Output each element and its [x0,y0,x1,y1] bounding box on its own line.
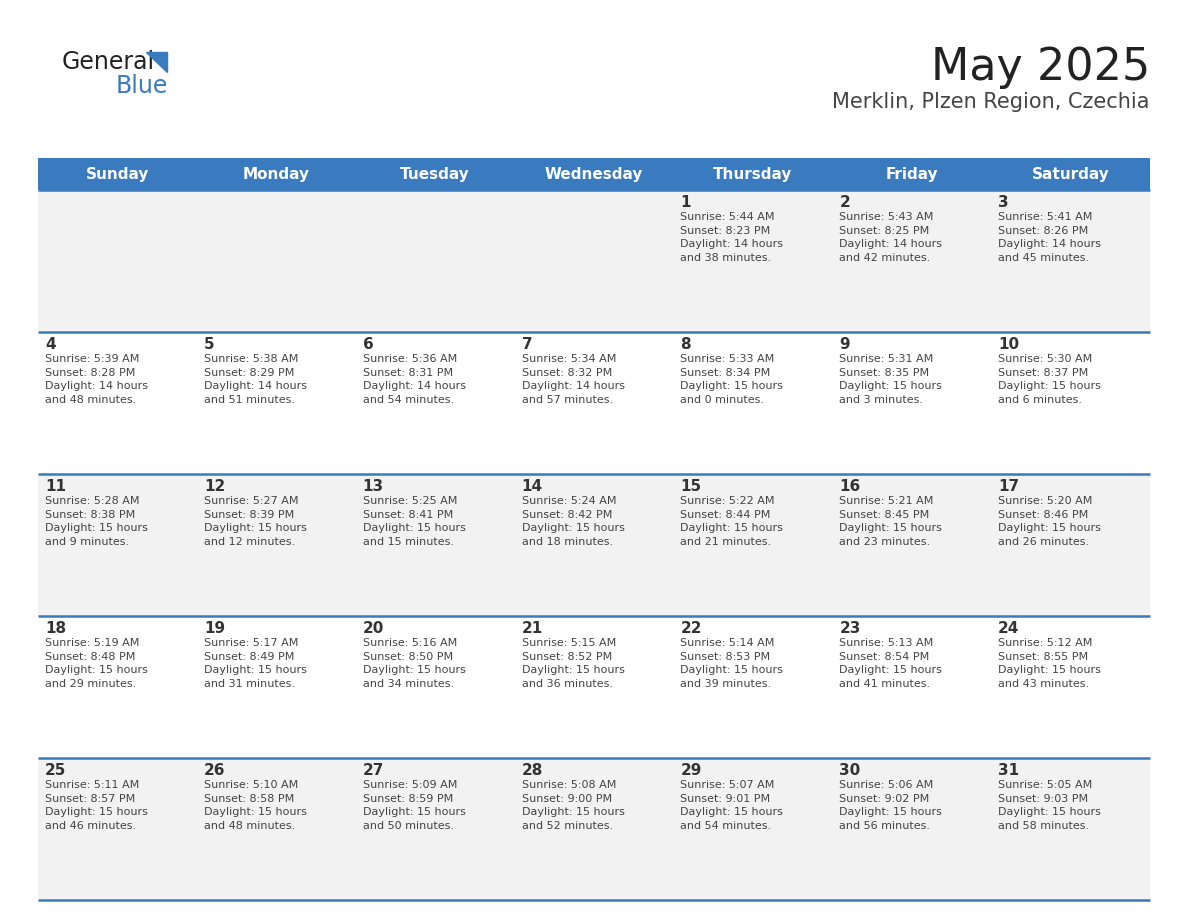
Text: Sunrise: 5:17 AM
Sunset: 8:49 PM
Daylight: 15 hours
and 31 minutes.: Sunrise: 5:17 AM Sunset: 8:49 PM Dayligh… [204,638,307,688]
Text: 28: 28 [522,763,543,778]
Text: 15: 15 [681,479,702,494]
Text: 27: 27 [362,763,384,778]
Bar [38,158,197,190]
Text: 20: 20 [362,621,384,636]
Text: Blue: Blue [116,74,169,98]
Text: May 2025: May 2025 [930,46,1150,89]
Text: Sunrise: 5:44 AM
Sunset: 8:23 PM
Daylight: 14 hours
and 38 minutes.: Sunrise: 5:44 AM Sunset: 8:23 PM Dayligh… [681,212,783,263]
Bar [197,158,355,190]
Text: Sunrise: 5:43 AM
Sunset: 8:25 PM
Daylight: 14 hours
and 42 minutes.: Sunrise: 5:43 AM Sunset: 8:25 PM Dayligh… [839,212,942,263]
Text: 31: 31 [998,763,1019,778]
Text: 14: 14 [522,479,543,494]
Text: 13: 13 [362,479,384,494]
Text: 18: 18 [45,621,67,636]
Bar [991,158,1150,190]
Text: General: General [62,50,156,74]
Text: Sunrise: 5:10 AM
Sunset: 8:58 PM
Daylight: 15 hours
and 48 minutes.: Sunrise: 5:10 AM Sunset: 8:58 PM Dayligh… [204,780,307,831]
Text: Sunrise: 5:05 AM
Sunset: 9:03 PM
Daylight: 15 hours
and 58 minutes.: Sunrise: 5:05 AM Sunset: 9:03 PM Dayligh… [998,780,1101,831]
Text: Sunrise: 5:06 AM
Sunset: 9:02 PM
Daylight: 15 hours
and 56 minutes.: Sunrise: 5:06 AM Sunset: 9:02 PM Dayligh… [839,780,942,831]
Bar [38,616,1150,758]
Text: Sunrise: 5:08 AM
Sunset: 9:00 PM
Daylight: 15 hours
and 52 minutes.: Sunrise: 5:08 AM Sunset: 9:00 PM Dayligh… [522,780,625,831]
Text: Sunrise: 5:36 AM
Sunset: 8:31 PM
Daylight: 14 hours
and 54 minutes.: Sunrise: 5:36 AM Sunset: 8:31 PM Dayligh… [362,354,466,405]
Text: Sunrise: 5:22 AM
Sunset: 8:44 PM
Daylight: 15 hours
and 21 minutes.: Sunrise: 5:22 AM Sunset: 8:44 PM Dayligh… [681,496,783,547]
Text: Sunrise: 5:07 AM
Sunset: 9:01 PM
Daylight: 15 hours
and 54 minutes.: Sunrise: 5:07 AM Sunset: 9:01 PM Dayligh… [681,780,783,831]
Text: Sunrise: 5:28 AM
Sunset: 8:38 PM
Daylight: 15 hours
and 9 minutes.: Sunrise: 5:28 AM Sunset: 8:38 PM Dayligh… [45,496,147,547]
Text: Sunrise: 5:16 AM
Sunset: 8:50 PM
Daylight: 15 hours
and 34 minutes.: Sunrise: 5:16 AM Sunset: 8:50 PM Dayligh… [362,638,466,688]
Text: 26: 26 [204,763,226,778]
Text: Sunrise: 5:19 AM
Sunset: 8:48 PM
Daylight: 15 hours
and 29 minutes.: Sunrise: 5:19 AM Sunset: 8:48 PM Dayligh… [45,638,147,688]
Text: Merklin, Plzen Region, Czechia: Merklin, Plzen Region, Czechia [833,92,1150,112]
Text: 10: 10 [998,337,1019,352]
Text: Sunday: Sunday [86,166,150,182]
Text: Monday: Monday [242,166,310,182]
Text: 11: 11 [45,479,67,494]
Text: 12: 12 [204,479,225,494]
Text: 24: 24 [998,621,1019,636]
Text: Thursday: Thursday [713,166,792,182]
Text: 3: 3 [998,195,1009,210]
Text: 8: 8 [681,337,691,352]
Text: 5: 5 [204,337,215,352]
Text: Sunrise: 5:15 AM
Sunset: 8:52 PM
Daylight: 15 hours
and 36 minutes.: Sunrise: 5:15 AM Sunset: 8:52 PM Dayligh… [522,638,625,688]
Text: Sunrise: 5:25 AM
Sunset: 8:41 PM
Daylight: 15 hours
and 15 minutes.: Sunrise: 5:25 AM Sunset: 8:41 PM Dayligh… [362,496,466,547]
Text: Sunrise: 5:39 AM
Sunset: 8:28 PM
Daylight: 14 hours
and 48 minutes.: Sunrise: 5:39 AM Sunset: 8:28 PM Dayligh… [45,354,148,405]
Text: Saturday: Saturday [1031,166,1110,182]
Bar [38,190,1150,332]
Text: Sunrise: 5:21 AM
Sunset: 8:45 PM
Daylight: 15 hours
and 23 minutes.: Sunrise: 5:21 AM Sunset: 8:45 PM Dayligh… [839,496,942,547]
Text: 23: 23 [839,621,860,636]
Text: 17: 17 [998,479,1019,494]
Text: 21: 21 [522,621,543,636]
Text: Sunrise: 5:34 AM
Sunset: 8:32 PM
Daylight: 14 hours
and 57 minutes.: Sunrise: 5:34 AM Sunset: 8:32 PM Dayligh… [522,354,625,405]
Text: Sunrise: 5:20 AM
Sunset: 8:46 PM
Daylight: 15 hours
and 26 minutes.: Sunrise: 5:20 AM Sunset: 8:46 PM Dayligh… [998,496,1101,547]
Bar [674,158,833,190]
Text: 6: 6 [362,337,373,352]
Text: 25: 25 [45,763,67,778]
Text: 7: 7 [522,337,532,352]
Bar [514,158,674,190]
Text: 30: 30 [839,763,860,778]
Text: 16: 16 [839,479,860,494]
Text: 1: 1 [681,195,691,210]
Text: Sunrise: 5:24 AM
Sunset: 8:42 PM
Daylight: 15 hours
and 18 minutes.: Sunrise: 5:24 AM Sunset: 8:42 PM Dayligh… [522,496,625,547]
Text: Friday: Friday [885,166,939,182]
Text: Sunrise: 5:38 AM
Sunset: 8:29 PM
Daylight: 14 hours
and 51 minutes.: Sunrise: 5:38 AM Sunset: 8:29 PM Dayligh… [204,354,307,405]
Polygon shape [146,52,168,72]
Bar [38,758,1150,900]
Text: 2: 2 [839,195,851,210]
Text: Sunrise: 5:13 AM
Sunset: 8:54 PM
Daylight: 15 hours
and 41 minutes.: Sunrise: 5:13 AM Sunset: 8:54 PM Dayligh… [839,638,942,688]
Text: Sunrise: 5:09 AM
Sunset: 8:59 PM
Daylight: 15 hours
and 50 minutes.: Sunrise: 5:09 AM Sunset: 8:59 PM Dayligh… [362,780,466,831]
Text: 19: 19 [204,621,225,636]
Bar [833,158,991,190]
Bar [38,474,1150,616]
Text: Sunrise: 5:30 AM
Sunset: 8:37 PM
Daylight: 15 hours
and 6 minutes.: Sunrise: 5:30 AM Sunset: 8:37 PM Dayligh… [998,354,1101,405]
Text: 29: 29 [681,763,702,778]
Text: 22: 22 [681,621,702,636]
Text: Sunrise: 5:11 AM
Sunset: 8:57 PM
Daylight: 15 hours
and 46 minutes.: Sunrise: 5:11 AM Sunset: 8:57 PM Dayligh… [45,780,147,831]
Text: Sunrise: 5:27 AM
Sunset: 8:39 PM
Daylight: 15 hours
and 12 minutes.: Sunrise: 5:27 AM Sunset: 8:39 PM Dayligh… [204,496,307,547]
Bar [38,332,1150,474]
Text: Tuesday: Tuesday [400,166,470,182]
Text: Sunrise: 5:14 AM
Sunset: 8:53 PM
Daylight: 15 hours
and 39 minutes.: Sunrise: 5:14 AM Sunset: 8:53 PM Dayligh… [681,638,783,688]
Text: Wednesday: Wednesday [545,166,643,182]
Text: Sunrise: 5:33 AM
Sunset: 8:34 PM
Daylight: 15 hours
and 0 minutes.: Sunrise: 5:33 AM Sunset: 8:34 PM Dayligh… [681,354,783,405]
Text: Sunrise: 5:12 AM
Sunset: 8:55 PM
Daylight: 15 hours
and 43 minutes.: Sunrise: 5:12 AM Sunset: 8:55 PM Dayligh… [998,638,1101,688]
Text: Sunrise: 5:41 AM
Sunset: 8:26 PM
Daylight: 14 hours
and 45 minutes.: Sunrise: 5:41 AM Sunset: 8:26 PM Dayligh… [998,212,1101,263]
Text: 9: 9 [839,337,849,352]
Text: Sunrise: 5:31 AM
Sunset: 8:35 PM
Daylight: 15 hours
and 3 minutes.: Sunrise: 5:31 AM Sunset: 8:35 PM Dayligh… [839,354,942,405]
Bar [355,158,514,190]
Text: 4: 4 [45,337,56,352]
